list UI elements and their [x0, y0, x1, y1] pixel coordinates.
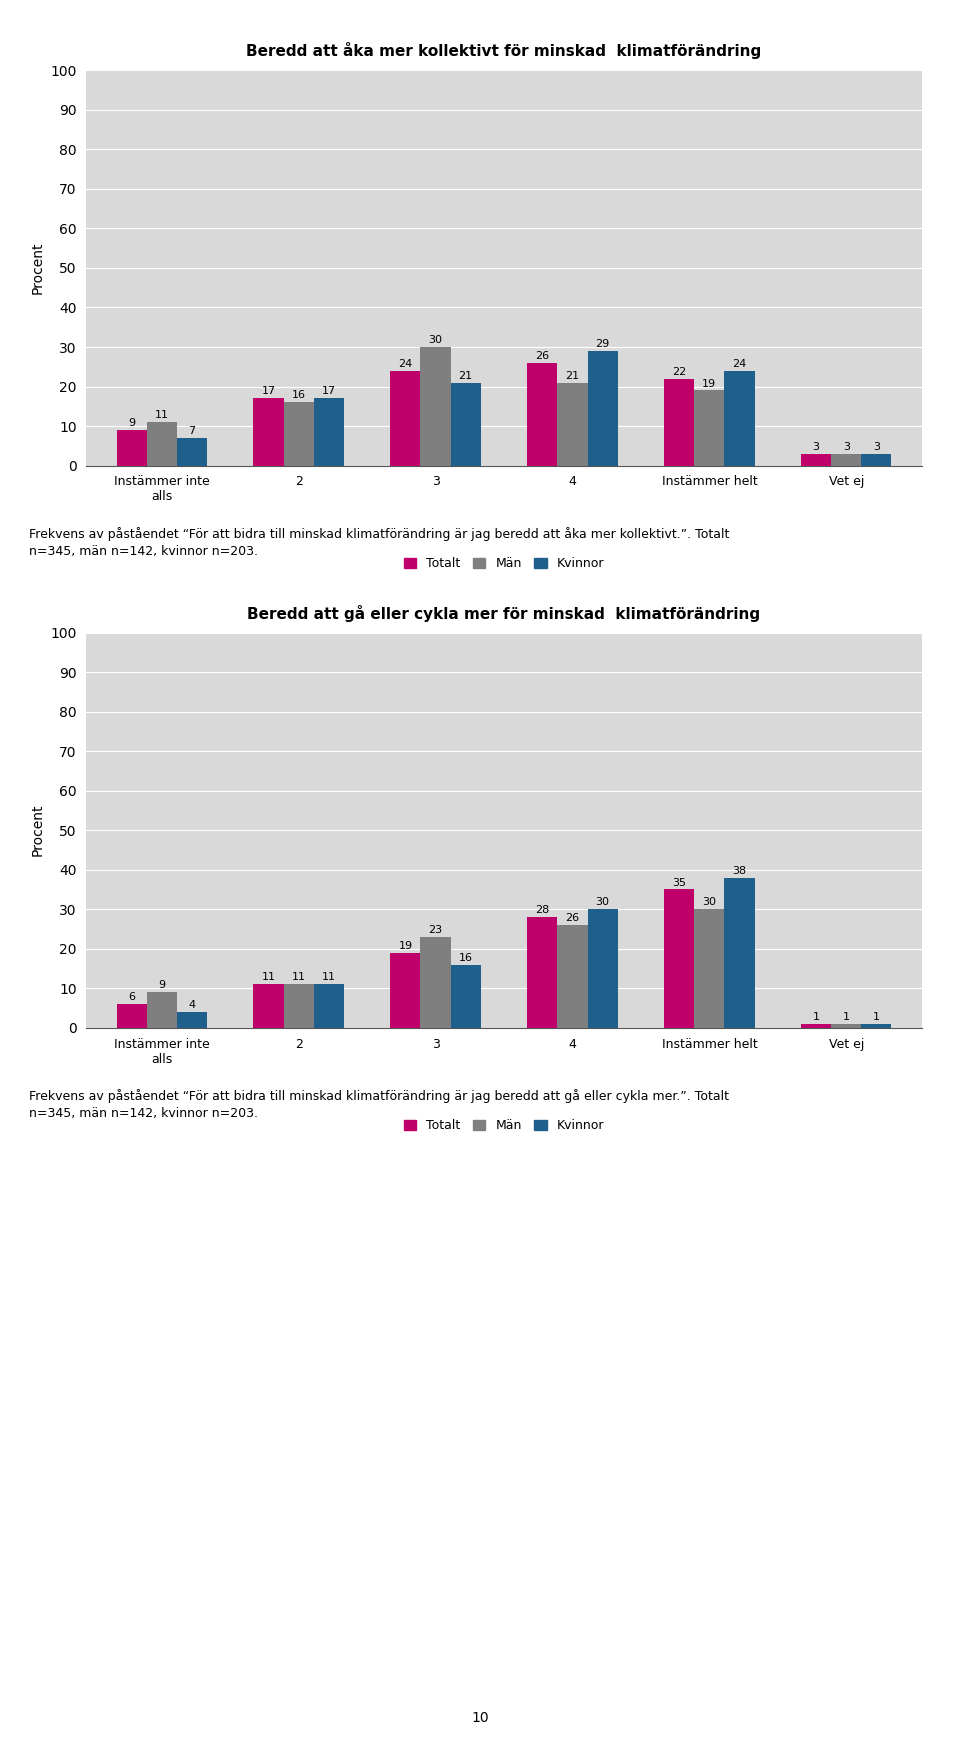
- Bar: [558, 383, 588, 466]
- Bar: [831, 453, 861, 466]
- Text: 17: 17: [261, 387, 276, 397]
- Text: 11: 11: [322, 972, 336, 982]
- Text: 11: 11: [261, 972, 276, 982]
- Bar: [147, 993, 177, 1028]
- Text: 17: 17: [322, 387, 336, 397]
- Bar: [664, 889, 694, 1028]
- Bar: [694, 390, 725, 466]
- Bar: [831, 1024, 861, 1028]
- Bar: [391, 952, 420, 1028]
- Bar: [314, 984, 344, 1028]
- Text: 24: 24: [732, 358, 747, 369]
- Bar: [588, 910, 617, 1028]
- Text: 22: 22: [672, 367, 686, 376]
- Text: 1: 1: [843, 1012, 850, 1023]
- Bar: [694, 910, 725, 1028]
- Text: 1: 1: [873, 1012, 880, 1023]
- Bar: [725, 371, 755, 466]
- Text: 26: 26: [565, 914, 580, 922]
- Bar: [253, 984, 283, 1028]
- Text: 3: 3: [843, 441, 850, 452]
- Text: 16: 16: [292, 390, 305, 401]
- Bar: [664, 378, 694, 466]
- Bar: [283, 402, 314, 466]
- Bar: [450, 965, 481, 1028]
- Text: 30: 30: [703, 898, 716, 907]
- Text: 21: 21: [565, 371, 580, 381]
- Bar: [314, 399, 344, 466]
- Text: 1: 1: [813, 1012, 820, 1023]
- Text: 9: 9: [128, 418, 135, 429]
- Bar: [147, 422, 177, 466]
- Text: 26: 26: [536, 351, 549, 360]
- Text: 23: 23: [428, 924, 443, 935]
- Text: 24: 24: [398, 358, 413, 369]
- Bar: [861, 1024, 892, 1028]
- Text: 19: 19: [398, 940, 413, 951]
- Text: Frekvens av påståendet “För att bidra till minskad klimatförändring är jag bered: Frekvens av påståendet “För att bidra ti…: [29, 1089, 729, 1121]
- Bar: [116, 430, 147, 466]
- Text: 38: 38: [732, 866, 747, 875]
- Title: Beredd att åka mer kollektivt för minskad  klimatförändring: Beredd att åka mer kollektivt för minska…: [247, 42, 761, 60]
- Text: 11: 11: [155, 409, 169, 420]
- Bar: [420, 936, 450, 1028]
- Bar: [391, 371, 420, 466]
- Bar: [527, 917, 558, 1028]
- Text: 21: 21: [459, 371, 472, 381]
- Bar: [283, 984, 314, 1028]
- Bar: [725, 877, 755, 1028]
- Text: 4: 4: [188, 1000, 196, 1010]
- Bar: [861, 453, 892, 466]
- Bar: [558, 924, 588, 1028]
- Text: 6: 6: [128, 993, 135, 1001]
- Title: Beredd att gå eller cykla mer för minskad  klimatförändring: Beredd att gå eller cykla mer för minska…: [248, 604, 760, 622]
- Bar: [527, 364, 558, 466]
- Y-axis label: Procent: Procent: [31, 242, 45, 293]
- Text: 30: 30: [428, 336, 443, 344]
- Text: 19: 19: [703, 378, 716, 388]
- Text: 7: 7: [188, 425, 196, 436]
- Text: 9: 9: [158, 980, 165, 991]
- Bar: [253, 399, 283, 466]
- Bar: [801, 1024, 831, 1028]
- Bar: [588, 351, 617, 466]
- Bar: [450, 383, 481, 466]
- Text: Frekvens av påståendet “För att bidra till minskad klimatförändring är jag bered: Frekvens av påståendet “För att bidra ti…: [29, 527, 730, 559]
- Legend: Totalt, Män, Kvinnor: Totalt, Män, Kvinnor: [404, 1119, 604, 1132]
- Bar: [177, 437, 207, 466]
- Text: 28: 28: [536, 905, 549, 915]
- Text: 29: 29: [595, 339, 610, 350]
- Text: 35: 35: [672, 877, 686, 887]
- Text: 3: 3: [873, 441, 880, 452]
- Bar: [420, 346, 450, 466]
- Text: 16: 16: [459, 952, 472, 963]
- Bar: [177, 1012, 207, 1028]
- Y-axis label: Procent: Procent: [31, 805, 45, 856]
- Bar: [116, 1003, 147, 1028]
- Text: 3: 3: [813, 441, 820, 452]
- Bar: [801, 453, 831, 466]
- Text: 30: 30: [595, 898, 610, 907]
- Text: 11: 11: [292, 972, 305, 982]
- Legend: Totalt, Män, Kvinnor: Totalt, Män, Kvinnor: [404, 557, 604, 569]
- Text: 10: 10: [471, 1711, 489, 1725]
